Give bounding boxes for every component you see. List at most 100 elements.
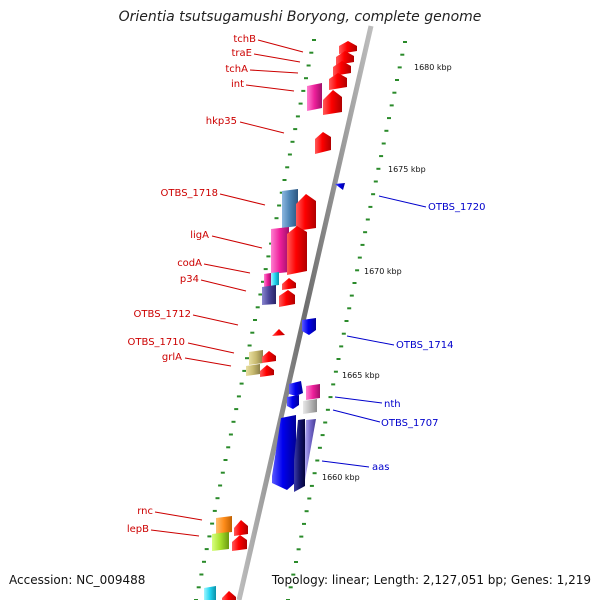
outer-tick-3 bbox=[395, 79, 399, 81]
outer-tick-20 bbox=[349, 294, 354, 297]
gene-shape-grla bbox=[246, 364, 260, 376]
gene-label-liga: ligA bbox=[190, 230, 209, 241]
outer-tick-24 bbox=[339, 345, 344, 348]
reverse-genes bbox=[272, 183, 345, 492]
forward-genes bbox=[222, 41, 357, 600]
gene-label-grla: grlA bbox=[162, 352, 182, 363]
outer-tick-36 bbox=[307, 497, 312, 500]
gene-shape-p34-cds bbox=[279, 290, 295, 307]
gene-shape-otbs-1720 bbox=[335, 183, 345, 190]
outer-tick-5 bbox=[389, 104, 394, 107]
gene-shape-int bbox=[307, 83, 322, 111]
inner-tick-42 bbox=[199, 573, 204, 576]
leader-otbs-1710 bbox=[187, 342, 235, 354]
inner-tick-30 bbox=[231, 420, 236, 423]
gene-shape-aas-b bbox=[294, 419, 305, 492]
leader-coda bbox=[203, 263, 251, 274]
inner-tick-3 bbox=[304, 77, 308, 80]
leader-rnc bbox=[154, 511, 203, 521]
leader-liga bbox=[211, 235, 263, 249]
outer-tick-2 bbox=[397, 66, 402, 69]
gene-shape-tchb bbox=[339, 41, 357, 54]
inner-tick-26 bbox=[242, 369, 247, 372]
outer-tick-19 bbox=[352, 282, 357, 284]
inner-tick-19 bbox=[261, 280, 265, 283]
inner-tick-6 bbox=[295, 115, 300, 118]
outer-tick-18 bbox=[355, 269, 360, 272]
gene-shape-trae bbox=[336, 51, 354, 65]
gene-shape-aas-c bbox=[305, 419, 316, 480]
accession-label: Accession: NC_009488 bbox=[9, 573, 146, 587]
gene-shape-coda bbox=[264, 273, 271, 287]
inner-tick-14 bbox=[274, 217, 279, 220]
gene-label-otbs-1710: OTBS_1710 bbox=[128, 337, 185, 348]
leader-otbs-1714 bbox=[346, 335, 395, 346]
inner-tick-11 bbox=[282, 179, 287, 181]
gene-shape-otbs-1712 bbox=[272, 329, 285, 336]
gene-shape-lepb bbox=[212, 532, 229, 551]
leader-otbs-1720 bbox=[378, 195, 427, 208]
outer-tick-35 bbox=[309, 484, 314, 487]
inner-tick-35 bbox=[218, 484, 223, 487]
gene-shape-nth-b bbox=[287, 395, 299, 409]
gene-label-rnc: rnc bbox=[137, 506, 153, 517]
inner-tick-36 bbox=[215, 497, 220, 500]
outer-tick-21 bbox=[347, 307, 352, 310]
forward-features bbox=[204, 83, 322, 600]
inner-tick-8 bbox=[290, 140, 295, 143]
scale-label-1675: 1675 kbp bbox=[388, 165, 426, 174]
outer-tick-1 bbox=[400, 53, 405, 56]
inner-tick-40 bbox=[204, 548, 209, 551]
outer-tick-11 bbox=[373, 180, 378, 183]
gene-shape-int-arrow bbox=[329, 73, 347, 90]
outer-tick-28 bbox=[328, 396, 333, 399]
inner-tick-4 bbox=[301, 89, 306, 92]
inner-tick-22 bbox=[253, 319, 257, 321]
outer-tick-34 bbox=[312, 472, 317, 475]
leader-lines bbox=[150, 39, 427, 537]
outer-tick-10 bbox=[376, 167, 381, 170]
gene-label-otbs-1718: OTBS_1718 bbox=[161, 188, 218, 199]
outer-tick-32 bbox=[317, 446, 322, 449]
outer-tick-30 bbox=[323, 421, 328, 424]
leader-grla bbox=[184, 357, 232, 367]
gene-shape-coda-cds bbox=[282, 278, 296, 290]
outer-tick-8 bbox=[381, 142, 386, 145]
gene-shape-rnc bbox=[216, 516, 232, 534]
outer-tick-9 bbox=[379, 155, 384, 158]
scale-label-1670: 1670 kbp bbox=[364, 267, 402, 276]
inner-tick-37 bbox=[212, 509, 217, 512]
gene-shape-int-cds bbox=[323, 90, 342, 115]
scale-label-1680: 1680 kbp bbox=[414, 63, 452, 72]
genome-backbone bbox=[236, 25, 374, 600]
inner-tick-27 bbox=[239, 382, 244, 385]
gene-label-otbs-1714: OTBS_1714 bbox=[396, 340, 453, 351]
gene-shape-otbs-1714 bbox=[302, 318, 316, 335]
scale-labels: 1680 kbp 1675 kbp 1670 kbp 1665 kbp 1660… bbox=[322, 63, 452, 482]
inner-tick-43 bbox=[196, 586, 201, 589]
gene-label-tchb: tchB bbox=[233, 34, 256, 45]
outer-tick-23 bbox=[341, 332, 346, 335]
outer-tick-14 bbox=[365, 218, 370, 221]
inner-tick-9 bbox=[287, 153, 292, 156]
genome-title: Orientia tsutsugamushi Boryong, complete… bbox=[118, 9, 482, 25]
gene-shape-otbs-1710-cds bbox=[262, 351, 276, 363]
outer-tick-0 bbox=[403, 41, 407, 43]
outer-tick-39 bbox=[299, 535, 304, 538]
outer-tick-31 bbox=[320, 434, 325, 437]
outer-tick-25 bbox=[336, 358, 341, 360]
outer-tick-12 bbox=[371, 193, 376, 196]
inner-tick-34 bbox=[220, 471, 225, 474]
gene-shape-p34 bbox=[262, 285, 276, 305]
inner-tick-2 bbox=[306, 64, 311, 67]
inner-tick-20 bbox=[258, 293, 263, 296]
inner-tick-18 bbox=[263, 268, 268, 271]
gene-shape-otbs-1707 bbox=[303, 399, 317, 414]
inner-tick-12 bbox=[279, 191, 284, 194]
outer-tick-33 bbox=[315, 459, 320, 462]
gene-shape-liga-cds bbox=[287, 226, 307, 275]
gene-label-otbs-1720: OTBS_1720 bbox=[428, 202, 485, 213]
gene-label-lepb: lepB bbox=[127, 524, 149, 535]
gene-shape-lepb-cds bbox=[232, 535, 247, 551]
inner-tick-17 bbox=[266, 255, 271, 258]
